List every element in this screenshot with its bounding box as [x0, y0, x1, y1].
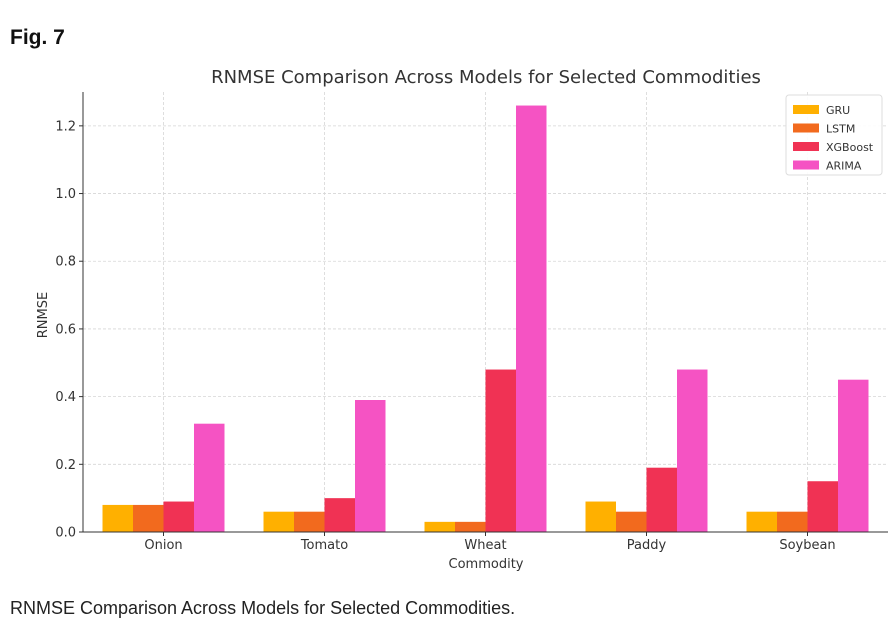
y-tick-label: 0.4 [55, 390, 76, 405]
legend-swatch-xgboost [793, 142, 819, 151]
legend: GRU LSTM XGBoost ARIMA [785, 94, 883, 176]
legend-box [785, 94, 883, 176]
y-tick-label: 1.0 [55, 187, 76, 202]
legend-label-lstm: LSTM [826, 123, 855, 136]
bar-gru-tomato [263, 511, 294, 532]
bars [102, 105, 869, 533]
legend-swatch-lstm [793, 123, 819, 133]
legend-label-gru: GRU [826, 104, 850, 117]
bar-gru-paddy [585, 501, 616, 532]
bar-arima-paddy [677, 369, 708, 532]
bar-chart: RNMSE Comparison Across Models for Selec… [36, 67, 888, 572]
x-tick-label: Onion [144, 538, 182, 553]
bar-lstm-paddy [616, 511, 647, 532]
x-tick-label: Wheat [464, 538, 506, 553]
x-tick-label: Tomato [300, 538, 348, 553]
legend-swatch-arima [793, 160, 819, 170]
bar-gru-soybean [746, 511, 777, 532]
bar-arima-soybean [838, 379, 869, 532]
y-tick-label: 0.6 [55, 322, 76, 337]
bar-xgboost-onion [163, 501, 194, 532]
y-tick-label: 1.2 [55, 119, 76, 134]
tick-labels: 0.0 0.2 0.4 0.6 0.8 1.0 1.2 Onion Tomato Wheat Pad… [55, 119, 835, 553]
figure-label: Fig. 7 [10, 26, 65, 49]
axes [79, 92, 888, 536]
x-tick-label: Soybean [779, 538, 835, 553]
bar-xgboost-soybean [807, 481, 838, 532]
y-tick-label: 0.8 [55, 255, 76, 270]
chart-title: RNMSE Comparison Across Models for Selec… [211, 67, 761, 88]
bar-xgboost-paddy [646, 467, 677, 532]
legend-label-arima: ARIMA [826, 160, 862, 173]
bar-lstm-tomato [294, 511, 325, 532]
figure-caption: RNMSE Comparison Across Models for Selec… [10, 598, 516, 618]
y-axis-label: RNMSE [36, 292, 51, 338]
bar-gru-onion [102, 504, 133, 532]
x-tick-label: Paddy [627, 538, 667, 553]
bar-gru-wheat [424, 521, 455, 532]
bar-xgboost-wheat [485, 369, 516, 532]
x-axis-label: Commodity [449, 557, 524, 572]
y-tick-label: 0.2 [55, 458, 76, 473]
bar-xgboost-tomato [324, 498, 355, 532]
legend-swatch-gru [793, 105, 819, 114]
bar-lstm-wheat [455, 521, 486, 532]
bar-lstm-soybean [777, 511, 808, 532]
bar-arima-tomato [355, 400, 386, 532]
y-tick-label: 0.0 [55, 526, 76, 541]
bar-arima-wheat [516, 105, 547, 533]
bar-lstm-onion [133, 504, 164, 532]
bar-arima-onion [194, 423, 225, 532]
legend-label-xgboost: XGBoost [826, 141, 874, 154]
